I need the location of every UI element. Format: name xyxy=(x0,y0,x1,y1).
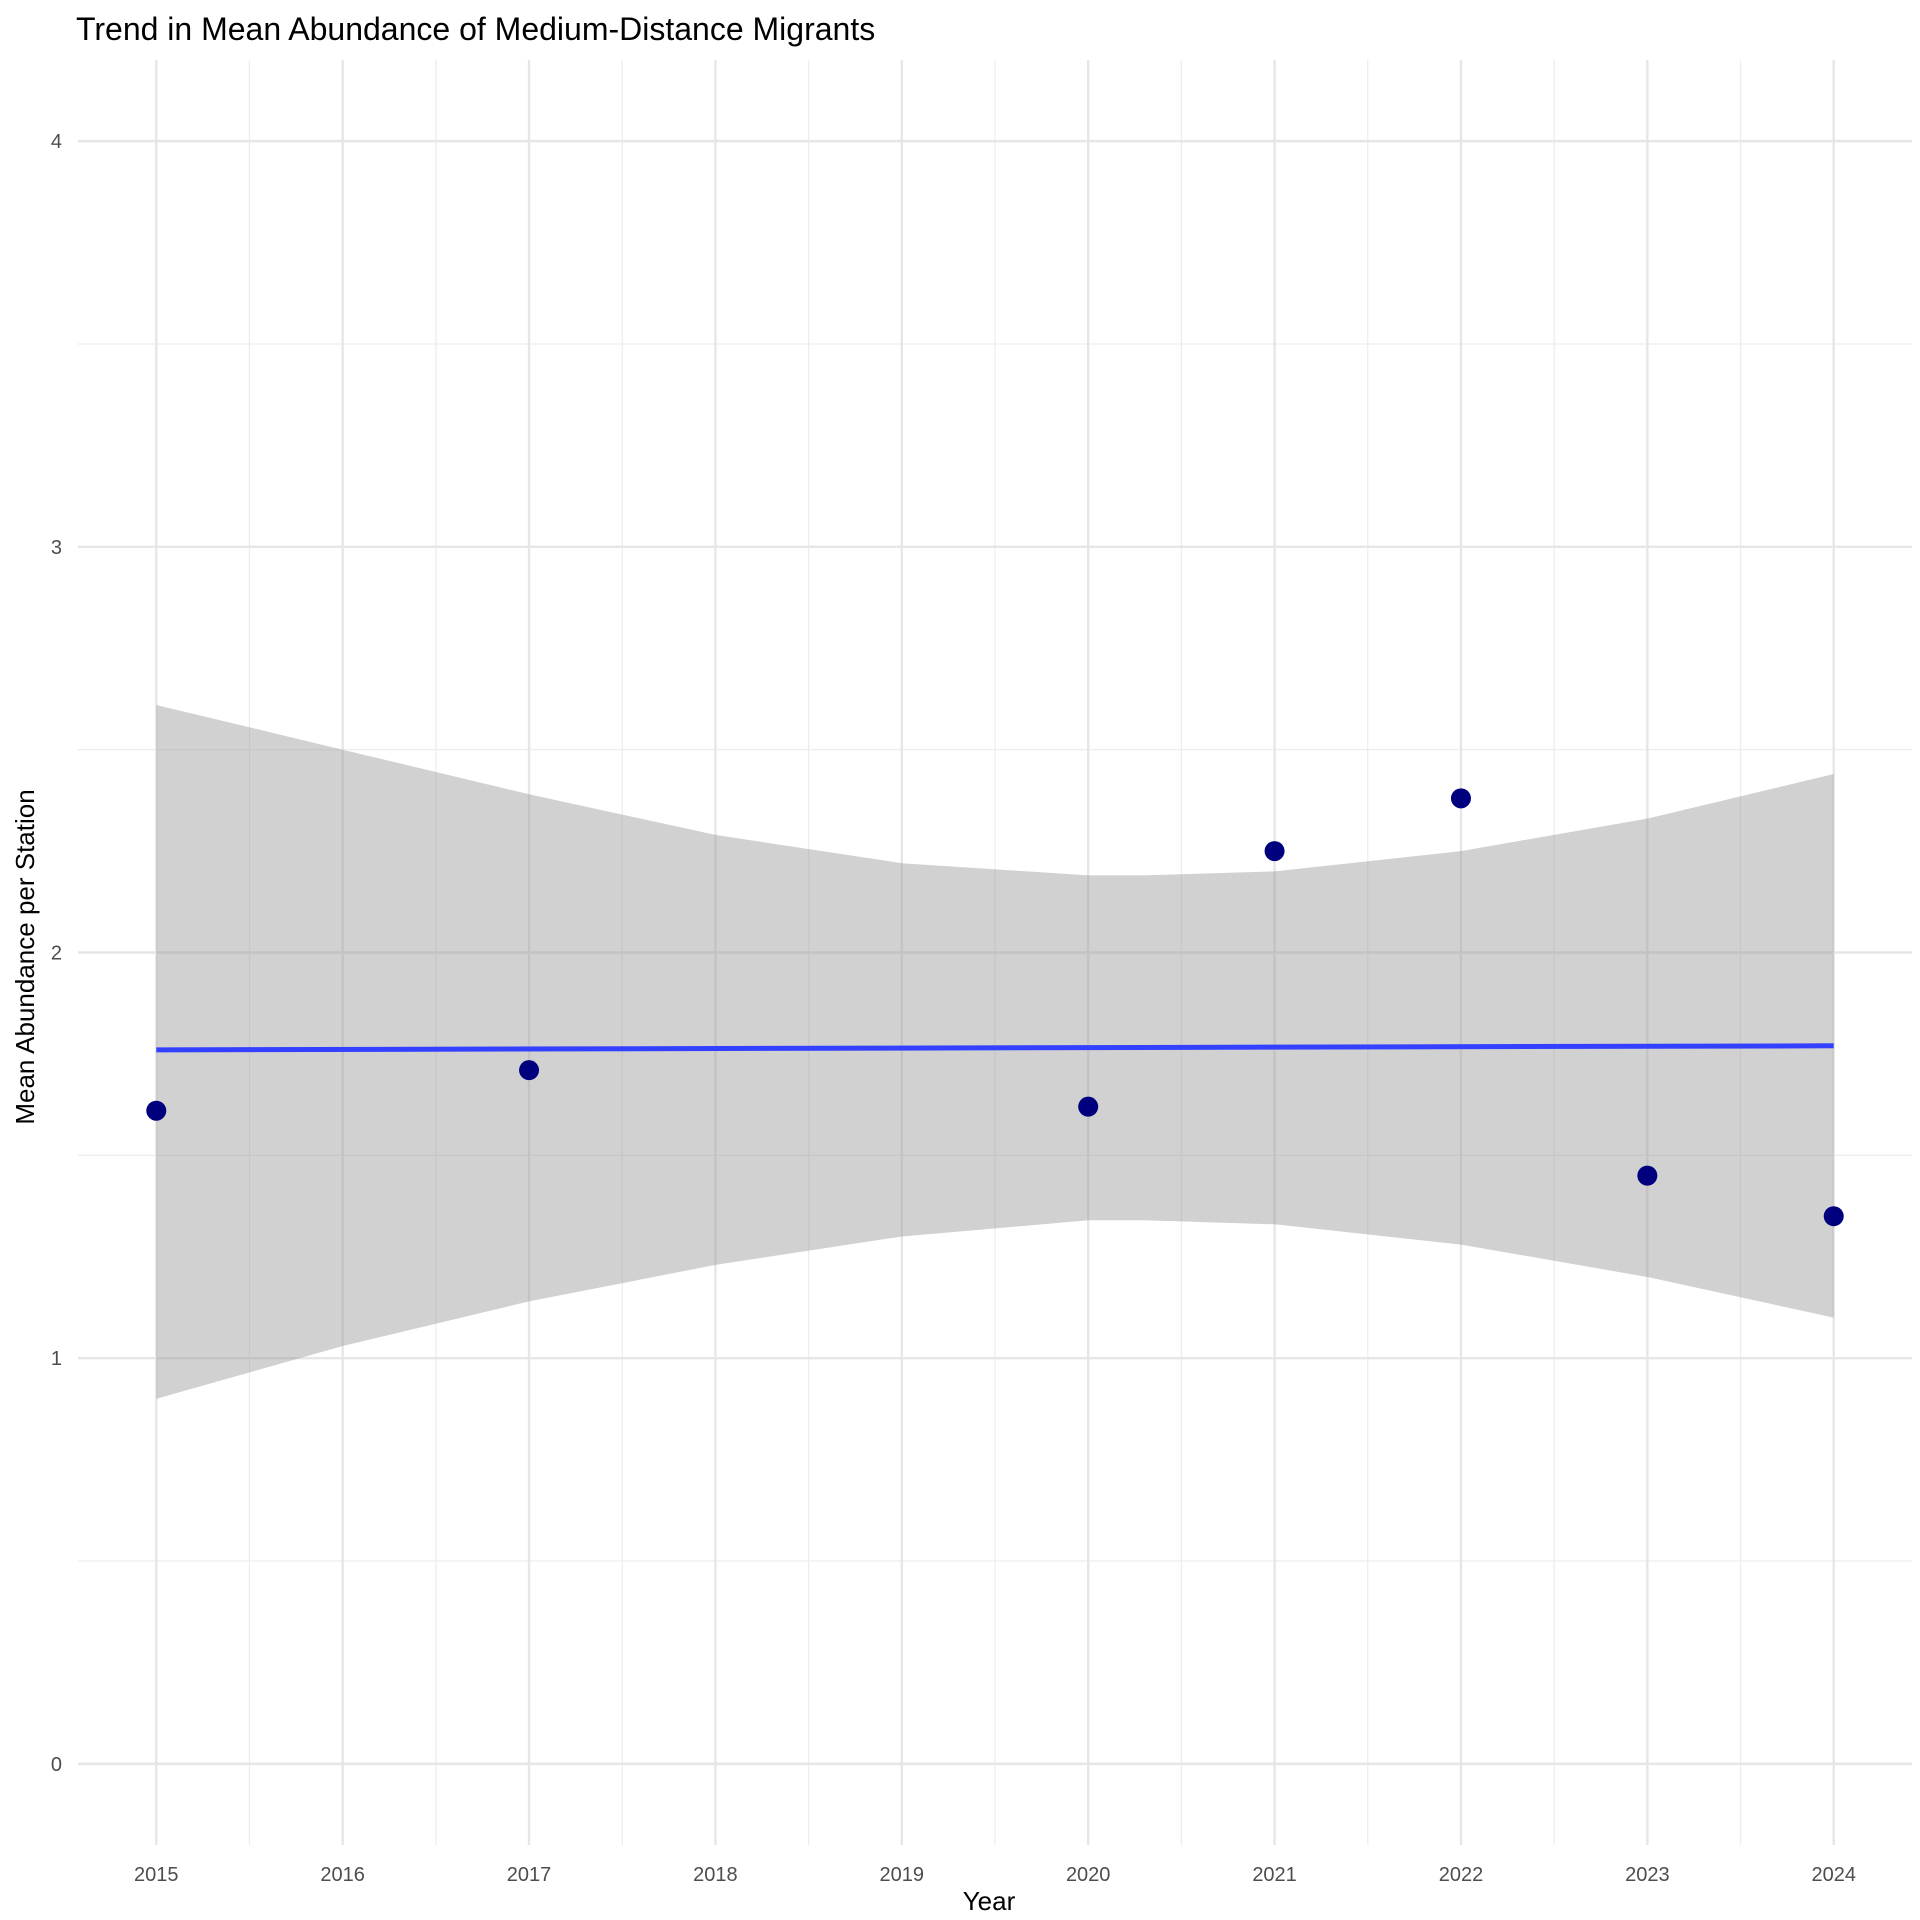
x-tick-label: 2019 xyxy=(880,1864,925,1886)
x-tick-labels: 2015 2016 2017 2018 2019 2020 2021 2022 2023 2024 xyxy=(134,1864,1856,1886)
data-point xyxy=(146,1100,167,1121)
data-point xyxy=(1264,841,1285,862)
x-tick-label: 2021 xyxy=(1252,1864,1297,1886)
x-tick-label: 2017 xyxy=(507,1864,552,1886)
x-tick-label: 2024 xyxy=(1811,1864,1856,1886)
y-tick-label: 4 xyxy=(51,131,62,153)
data-point xyxy=(1450,788,1471,809)
y-tick-label: 2 xyxy=(51,943,62,965)
x-tick-label: 2023 xyxy=(1625,1864,1670,1886)
y-axis-label: Mean Abundance per Station xyxy=(10,789,40,1124)
x-tick-label: 2015 xyxy=(134,1864,179,1886)
data-point xyxy=(1823,1206,1844,1227)
data-point xyxy=(519,1060,540,1081)
x-tick-label: 2016 xyxy=(320,1864,365,1886)
data-points xyxy=(146,788,1844,1227)
y-tick-labels: 0 1 2 3 4 xyxy=(51,131,62,1776)
y-tick-label: 3 xyxy=(51,537,62,559)
y-tick-label: 0 xyxy=(51,1754,62,1776)
y-tick-label: 1 xyxy=(51,1348,62,1370)
x-tick-label: 2022 xyxy=(1439,1864,1484,1886)
trend-line xyxy=(156,1043,1834,1053)
data-point xyxy=(1078,1096,1099,1117)
data-point xyxy=(1637,1165,1658,1186)
x-tick-label: 2020 xyxy=(1066,1864,1111,1886)
major-gridlines xyxy=(78,60,1912,1845)
x-axis-label: Year xyxy=(963,1886,1016,1916)
x-tick-label: 2018 xyxy=(693,1864,738,1886)
chart-title: Trend in Mean Abundance of Medium-Distan… xyxy=(76,11,875,47)
confidence-band xyxy=(156,705,1834,1399)
